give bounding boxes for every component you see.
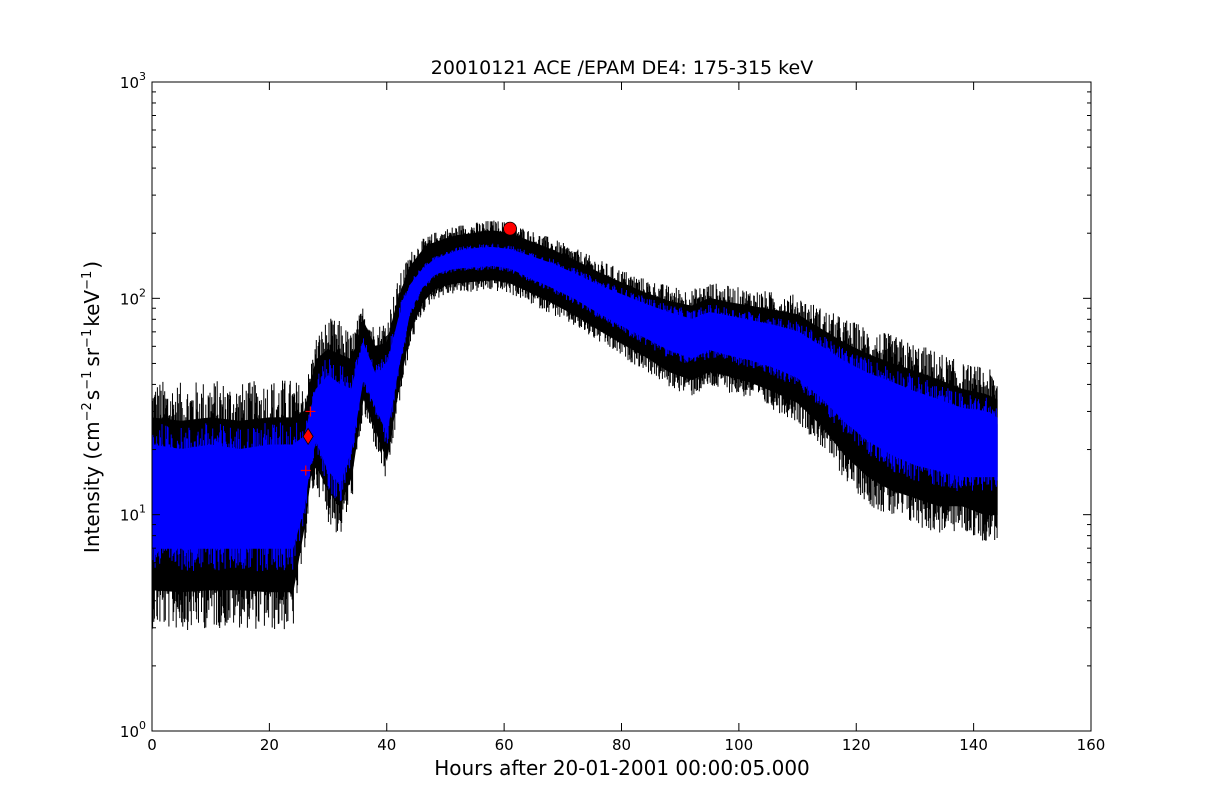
y-axis-label: Intensity (cm−2s−1sr−1keV−1) xyxy=(80,261,104,553)
x-axis: 0 20 40 60 80 100 120 140 160 xyxy=(147,82,1105,754)
y-axis-label-exp1: −2 xyxy=(80,402,95,421)
plot-data-layer xyxy=(152,220,998,630)
y-axis-label-s: s xyxy=(80,390,104,400)
x-tick-label: 140 xyxy=(959,736,988,754)
diamond-marker xyxy=(302,427,314,446)
x-tick-label: 0 xyxy=(147,736,157,754)
x-tick-label: 100 xyxy=(725,736,754,754)
y-axis-label-exp3: −1 xyxy=(80,329,95,348)
x-tick-label: 80 xyxy=(612,736,631,754)
x-tick-label: 20 xyxy=(260,736,279,754)
plus-marker xyxy=(305,406,316,417)
y-axis-label-sr: sr xyxy=(80,347,104,366)
x-tick-label: 60 xyxy=(495,736,514,754)
y-axis-label-exp4: −1 xyxy=(80,271,95,290)
y-tick-label: 101 xyxy=(120,503,146,525)
intensity-series xyxy=(152,243,998,572)
plus-marker xyxy=(300,465,311,476)
y-axis-label-exp2: −1 xyxy=(80,371,95,390)
x-tick-label: 160 xyxy=(1077,736,1106,754)
y-tick-label: 103 xyxy=(120,70,146,92)
markers xyxy=(300,221,517,476)
y-axis: 100 101 102 103 xyxy=(120,70,1091,741)
intensity-series-noise xyxy=(152,243,998,572)
y-axis-label-kev: keV xyxy=(80,290,104,327)
y-axis-label-tail: ) xyxy=(80,261,104,269)
y-tick-label: 100 xyxy=(120,719,146,741)
x-tick-label: 120 xyxy=(842,736,871,754)
x-axis-label: Hours after 20-01-2001 00:00:05.000 xyxy=(434,756,810,780)
y-tick-label: 102 xyxy=(120,286,146,308)
x-tick-label: 40 xyxy=(377,736,396,754)
peak-circle-marker xyxy=(503,221,517,236)
y-axis-label-lead: Intensity (cm xyxy=(80,421,104,553)
chart-title: 20010121 ACE /EPAM DE4: 175-315 keV xyxy=(431,57,813,79)
